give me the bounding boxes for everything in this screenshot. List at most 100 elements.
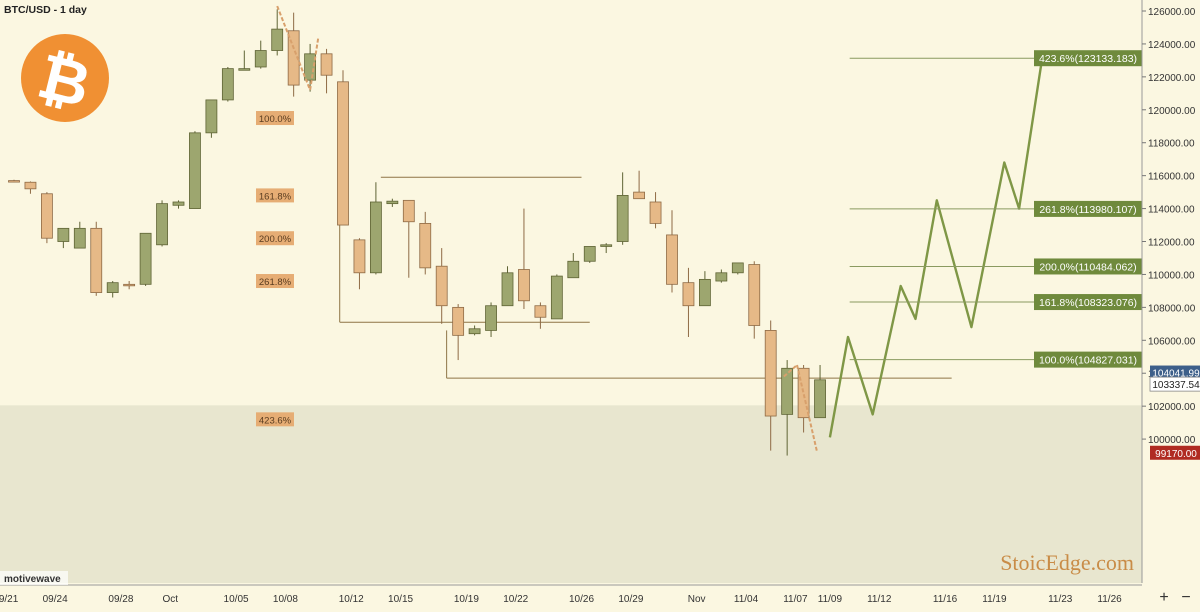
candle-body — [123, 283, 136, 287]
candle-body — [254, 50, 267, 68]
candle-body — [567, 260, 580, 279]
price-badge-label: 103337.54 — [1152, 380, 1200, 391]
time-tick-label: 10/29 — [618, 594, 643, 605]
projection-line — [828, 58, 1044, 438]
platform-badge-bg — [0, 571, 68, 585]
time-tick-label: 11/19 — [982, 594, 1007, 605]
candle-body — [271, 28, 284, 51]
candle-body — [468, 328, 481, 335]
price-tick-label: 114000.00 — [1148, 205, 1195, 216]
price-badge-label: 104041.99 — [1152, 369, 1200, 380]
time-tick-label: 09/28 — [108, 594, 133, 605]
price-axis[interactable]: 100000.00102000.00104000.00106000.001080… — [1141, 0, 1196, 583]
candle-body — [189, 132, 201, 209]
candle-body — [221, 68, 234, 101]
candle-body — [633, 191, 645, 200]
time-tick-label: 11/12 — [867, 594, 892, 605]
candle-body — [485, 305, 497, 331]
candle-body — [435, 265, 448, 307]
candle-body — [699, 278, 711, 307]
price-badge-bg — [1149, 376, 1200, 392]
price-tick-label: 124000.00 — [1148, 40, 1196, 51]
brand-watermark: StoicEdge.com — [1000, 550, 1134, 575]
bitcoin-logo-circle — [21, 34, 109, 122]
left-fib-label: 100.0% — [259, 114, 292, 125]
wave-pattern — [276, 5, 818, 451]
platform-watermark: motivewave — [4, 574, 61, 585]
price-badge-bg — [1150, 445, 1200, 460]
time-tick-label: 09/24 — [43, 594, 68, 605]
candle-body — [353, 239, 366, 274]
candle-body — [304, 53, 317, 81]
left-fib-label-bg — [256, 412, 294, 427]
fib-target-label-bg — [1034, 294, 1142, 311]
price-tick-label: 110000.00 — [1148, 270, 1195, 281]
zoom-in-button[interactable]: + — [1159, 589, 1168, 606]
projection-path — [828, 58, 1044, 438]
price-tick-label: 118000.00 — [1148, 139, 1195, 150]
candle-body — [24, 181, 37, 190]
candle-body — [731, 262, 744, 274]
candle-body — [501, 272, 514, 307]
left-fib-label-bg — [256, 274, 294, 289]
left-fib-label: 161.8% — [259, 191, 292, 202]
candle-body — [8, 180, 20, 183]
candle-body — [781, 367, 794, 415]
time-tick-label: 10/19 — [454, 594, 479, 605]
candle-body — [616, 195, 629, 242]
time-tick-label: 11/09 — [818, 594, 843, 605]
candle-body — [600, 244, 613, 247]
candle-body — [337, 81, 349, 226]
fib-target-label: 100.0%(104827.031) — [1039, 355, 1137, 367]
price-tick-label: 106000.00 — [1148, 336, 1196, 347]
candle-body — [452, 306, 465, 336]
candle-body — [369, 201, 382, 274]
time-tick-label: 11/26 — [1097, 594, 1122, 605]
time-tick-label: 10/08 — [273, 594, 298, 605]
candle-body — [402, 199, 415, 223]
price-tick-label: 102000.00 — [1148, 402, 1196, 413]
candle-body — [814, 379, 826, 419]
left-fib-label-bg — [256, 111, 294, 126]
candle-body — [172, 201, 185, 206]
fib-target-label: 423.6%(123133.183) — [1039, 53, 1137, 65]
time-tick-label: Oct — [162, 594, 178, 605]
left-fib-label: 200.0% — [259, 234, 292, 245]
candles — [8, 9, 826, 456]
time-tick-label: 10/12 — [339, 594, 364, 605]
fib-targets: 423.6%(123133.183) 261.8%(113980.107) 200.… — [849, 50, 1142, 368]
fib-target-label: 261.8%(113980.107) — [1039, 204, 1136, 216]
time-tick-label: 09/21 — [0, 594, 19, 605]
fib-target-label-bg — [1034, 50, 1142, 67]
time-tick-label: 10/05 — [224, 594, 249, 605]
time-tick-label: 10/26 — [569, 594, 594, 605]
candle-body — [57, 227, 70, 242]
price-badge-label: 99170.00 — [1155, 449, 1197, 460]
candle-body — [748, 264, 761, 326]
bitcoin-logo: ₿ — [21, 34, 109, 122]
price-tick-label: 108000.00 — [1148, 303, 1196, 314]
price-badge-bg — [1150, 365, 1200, 380]
wave-dashed-line — [276, 5, 312, 91]
candle-body — [238, 68, 251, 71]
candle-body — [682, 282, 695, 307]
left-fib-labels: 100.0% 161.8% 200.0% 261.8% 423.6% — [256, 111, 294, 427]
candle-body — [715, 272, 728, 282]
candle-body — [139, 232, 152, 285]
zoom-out-button[interactable]: − — [1181, 589, 1190, 606]
price-tick-label: 100000.00 — [1148, 435, 1196, 446]
time-tick-label: 11/23 — [1048, 594, 1073, 605]
fib-target-label-bg — [1034, 258, 1142, 275]
candle-body — [90, 227, 103, 293]
candle-body — [649, 201, 662, 224]
time-tick-label: 11/16 — [933, 594, 958, 605]
chart-title: BTC/USD - 1 day — [4, 4, 87, 16]
time-tick-label: 10/22 — [503, 594, 528, 605]
left-fib-label: 261.8% — [259, 277, 292, 288]
time-axis[interactable]: 09/21 09/24 09/28 Oct 10/05 10/08 10/12 10/15 10… — [0, 584, 1142, 605]
price-tick-label: 120000.00 — [1148, 106, 1196, 117]
fib-target-label: 200.0%(110484.062) — [1039, 261, 1136, 273]
